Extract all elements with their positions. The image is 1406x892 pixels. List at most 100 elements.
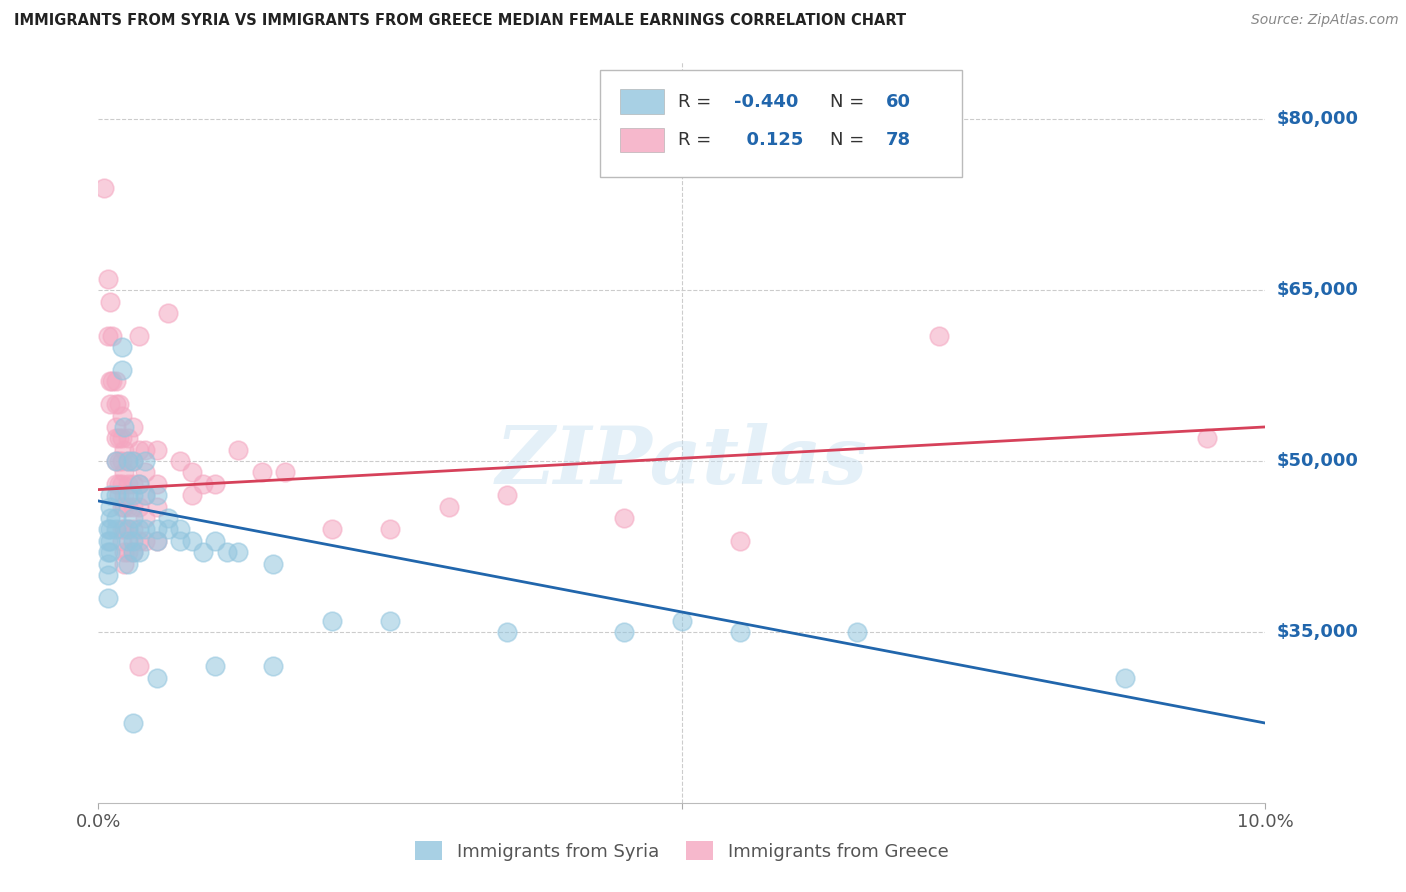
Point: [108, 397, 131, 411]
FancyBboxPatch shape: [600, 70, 962, 178]
Point: [146, 488, 169, 502]
Text: N =: N =: [830, 93, 870, 111]
Point: [111, 409, 134, 423]
Text: R =: R =: [679, 131, 717, 149]
Point: [98, 511, 121, 525]
Point: [101, 328, 124, 343]
Point: [111, 431, 134, 445]
Point: [104, 431, 127, 445]
Point: [122, 545, 145, 559]
FancyBboxPatch shape: [620, 128, 665, 153]
Point: [146, 533, 169, 548]
Point: [122, 533, 145, 548]
Point: [437, 500, 460, 514]
Point: [1197, 431, 1219, 445]
Point: [111, 500, 134, 514]
Point: [496, 488, 519, 502]
Point: [117, 454, 139, 468]
Point: [97, 545, 120, 559]
Point: [98, 375, 121, 389]
Point: [97, 568, 120, 582]
Point: [122, 454, 145, 468]
Point: [101, 375, 124, 389]
Point: [104, 454, 127, 468]
Point: [671, 614, 693, 628]
Point: [157, 523, 180, 537]
Point: [146, 533, 169, 548]
Point: [93, 180, 115, 194]
Point: [104, 476, 127, 491]
Point: [117, 523, 139, 537]
Point: [730, 624, 752, 639]
Point: [128, 442, 150, 457]
Point: [146, 523, 169, 537]
Point: [122, 488, 145, 502]
Point: [122, 545, 145, 559]
Point: [146, 500, 169, 514]
Point: [228, 442, 250, 457]
Point: [98, 500, 121, 514]
Point: [204, 659, 226, 673]
Text: $35,000: $35,000: [1277, 623, 1358, 641]
Point: [128, 328, 150, 343]
Point: [128, 476, 150, 491]
Point: [112, 500, 135, 514]
Point: [97, 523, 120, 537]
Point: [128, 545, 150, 559]
Point: [134, 511, 156, 525]
Point: [180, 466, 202, 480]
Text: IMMIGRANTS FROM SYRIA VS IMMIGRANTS FROM GREECE MEDIAN FEMALE EARNINGS CORRELATI: IMMIGRANTS FROM SYRIA VS IMMIGRANTS FROM…: [14, 13, 907, 29]
Point: [128, 476, 150, 491]
Point: [111, 363, 134, 377]
Point: [98, 397, 121, 411]
Text: R =: R =: [679, 93, 717, 111]
Point: [122, 476, 145, 491]
Point: [157, 306, 180, 320]
Point: [263, 659, 285, 673]
Point: [104, 511, 127, 525]
Text: $80,000: $80,000: [1277, 111, 1358, 128]
Point: [112, 466, 135, 480]
Point: [146, 476, 169, 491]
Point: [730, 533, 752, 548]
Point: [108, 488, 131, 502]
Point: [263, 557, 285, 571]
Point: [112, 545, 135, 559]
Point: [117, 523, 139, 537]
Text: Source: ZipAtlas.com: Source: ZipAtlas.com: [1251, 13, 1399, 28]
Point: [169, 533, 191, 548]
Point: [321, 523, 343, 537]
Point: [180, 533, 202, 548]
Point: [122, 500, 145, 514]
Text: $50,000: $50,000: [1277, 452, 1358, 470]
Text: N =: N =: [830, 131, 870, 149]
Point: [98, 294, 121, 309]
Point: [97, 557, 120, 571]
Point: [98, 523, 121, 537]
Point: [104, 454, 127, 468]
Point: [117, 488, 139, 502]
Point: [97, 591, 120, 605]
Point: [122, 420, 145, 434]
Point: [98, 533, 121, 548]
Point: [128, 533, 150, 548]
Point: [104, 397, 127, 411]
Point: [128, 659, 150, 673]
Point: [128, 523, 150, 537]
Point: [134, 533, 156, 548]
Point: [117, 476, 139, 491]
Point: [97, 533, 120, 548]
Point: [274, 466, 297, 480]
Point: [134, 442, 156, 457]
Point: [180, 488, 202, 502]
Point: [204, 533, 226, 548]
Point: [613, 624, 636, 639]
Point: [321, 614, 343, 628]
Point: [134, 466, 156, 480]
Point: [112, 523, 135, 537]
Point: [250, 466, 273, 480]
Point: [97, 328, 120, 343]
Point: [146, 671, 169, 685]
Point: [169, 523, 191, 537]
Text: 78: 78: [886, 131, 911, 149]
